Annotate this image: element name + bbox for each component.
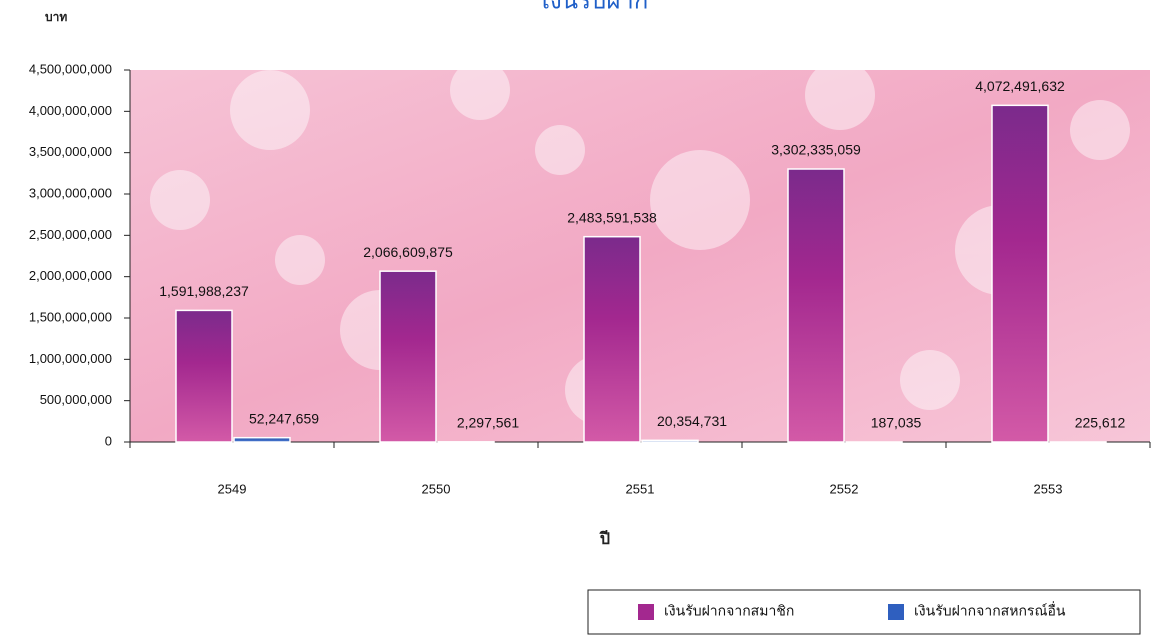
x-axis-label: ปี xyxy=(599,529,611,548)
y-axis-label: บาท xyxy=(45,10,67,24)
bar xyxy=(380,271,436,442)
legend-swatch xyxy=(638,604,654,620)
chart-title: เงินรับฝาก xyxy=(542,0,649,14)
bar xyxy=(642,440,698,442)
bar xyxy=(584,237,640,442)
y-tick-label: 0 xyxy=(105,433,112,448)
bar xyxy=(176,310,232,442)
y-tick-label: 500,000,000 xyxy=(40,392,112,407)
value-label: 1,591,988,237 xyxy=(159,283,249,299)
y-tick-label: 4,500,000,000 xyxy=(29,61,112,76)
value-label: 225,612 xyxy=(1075,415,1126,431)
x-tick-label: 2551 xyxy=(626,481,655,496)
value-label: 3,302,335,059 xyxy=(771,142,861,158)
y-tick-label: 3,500,000,000 xyxy=(29,144,112,159)
legend-label: เงินรับฝากจากสมาชิก xyxy=(664,603,794,619)
x-tick-label: 2550 xyxy=(422,481,451,496)
value-label: 20,354,731 xyxy=(657,413,727,429)
value-label: 2,066,609,875 xyxy=(363,244,453,260)
bar xyxy=(788,169,844,442)
value-label: 2,483,591,538 xyxy=(567,209,657,225)
value-label: 52,247,659 xyxy=(249,410,319,426)
legend-swatch xyxy=(888,604,904,620)
x-tick-label: 2549 xyxy=(218,481,247,496)
x-tick-label: 2552 xyxy=(830,481,859,496)
x-tick-label: 2553 xyxy=(1034,481,1063,496)
y-tick-label: 3,000,000,000 xyxy=(29,185,112,200)
y-tick-label: 1,000,000,000 xyxy=(29,351,112,366)
value-label: 4,072,491,632 xyxy=(975,78,1065,94)
legend-label: เงินรับฝากจากสหกรณ์อื่น xyxy=(914,602,1066,619)
y-tick-label: 1,500,000,000 xyxy=(29,309,112,324)
y-tick-label: 2,500,000,000 xyxy=(29,227,112,242)
bar xyxy=(234,438,290,442)
bar xyxy=(992,105,1048,442)
value-label: 2,297,561 xyxy=(457,415,519,431)
y-tick-label: 2,000,000,000 xyxy=(29,268,112,283)
y-tick-label: 4,000,000,000 xyxy=(29,103,112,118)
value-label: 187,035 xyxy=(871,415,922,431)
